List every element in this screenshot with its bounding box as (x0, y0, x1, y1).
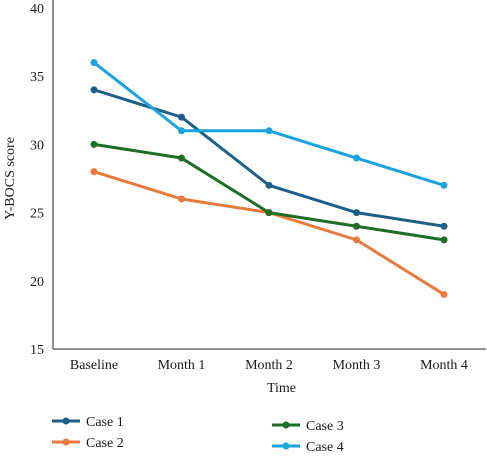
data-point (178, 127, 185, 135)
data-point (178, 113, 185, 121)
data-point (440, 222, 448, 230)
x-tick-labels: Baseline Month 1 Month 2 Month 3 Month 4 (70, 358, 468, 373)
legend-marker (62, 438, 70, 446)
series-case-4 (90, 59, 448, 189)
legend-item: Case 1 (52, 415, 124, 430)
legend-marker (282, 442, 290, 450)
x-tick-label: Month 3 (333, 358, 381, 373)
x-axis-title: Time (267, 381, 296, 396)
series-case-3 (90, 140, 448, 244)
series-case-1 (90, 86, 448, 230)
data-point (90, 59, 98, 67)
series-lines (90, 59, 448, 298)
y-tick-label: 30 (30, 138, 44, 153)
y-tick-label: 20 (30, 275, 44, 290)
y-tick-label: 15 (30, 343, 44, 358)
data-point (90, 140, 98, 148)
data-point (353, 222, 360, 230)
y-tick-labels: 15 20 25 30 35 40 (30, 2, 44, 358)
data-point (178, 154, 185, 162)
y-tick-label: 25 (30, 207, 44, 222)
data-point (353, 154, 360, 162)
legend-label: Case 2 (86, 436, 124, 451)
data-point (265, 181, 273, 189)
x-tick-label: Month 1 (158, 358, 206, 373)
data-point (353, 236, 360, 244)
legend-label: Case 4 (306, 440, 344, 454)
series-line-case-1 (92, 88, 446, 228)
data-point (265, 209, 273, 217)
x-tick-label: Baseline (70, 358, 118, 373)
data-point (353, 209, 360, 217)
legend-item: Case 2 (52, 436, 124, 451)
data-point (90, 168, 98, 176)
legend-label: Case 1 (86, 415, 124, 430)
x-tick-label: Month 4 (420, 358, 468, 373)
x-tick-label: Month 2 (245, 358, 293, 373)
data-point (90, 86, 98, 94)
y-axis-title: Y-BOCS score (3, 137, 18, 220)
data-point (440, 290, 448, 298)
legend: Case 1 Case 2 Case 3 Case 4 (52, 415, 344, 455)
y-tick-label: 40 (30, 2, 44, 17)
legend-label: Case 3 (306, 419, 344, 434)
data-point (178, 195, 185, 203)
series-line-case-3 (92, 142, 446, 242)
y-tick-label: 35 (30, 70, 44, 85)
legend-marker (282, 421, 290, 429)
legend-item: Case 3 (272, 419, 344, 434)
series-line-case-4 (92, 61, 446, 187)
axes (52, 0, 486, 350)
legend-marker (62, 417, 70, 425)
legend-item: Case 4 (272, 440, 344, 455)
data-point (265, 127, 273, 135)
data-point (440, 181, 448, 189)
data-point (440, 236, 448, 244)
